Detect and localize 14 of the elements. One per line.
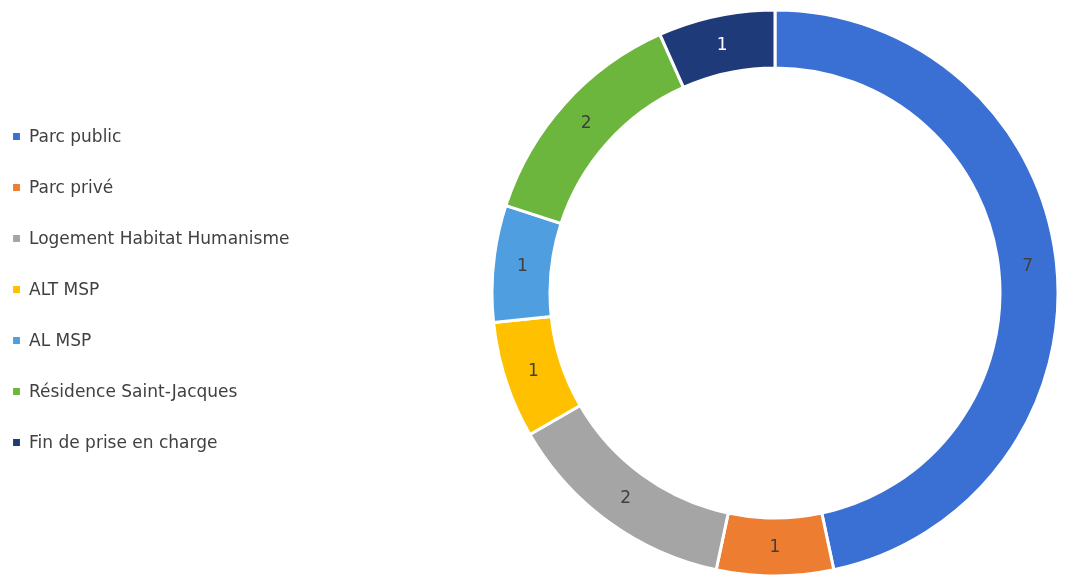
- data-label: 2: [620, 487, 632, 508]
- data-label: 1: [716, 33, 728, 54]
- data-label: 2: [580, 112, 592, 133]
- legend-label: Logement Habitat Humanisme: [29, 227, 290, 248]
- legend-label: Parc privé: [29, 176, 114, 197]
- data-label: 7: [1022, 255, 1034, 276]
- data-label: 1: [528, 360, 539, 381]
- legend-label: Résidence Saint-Jacques: [29, 380, 238, 401]
- legend-label: Parc public: [29, 125, 122, 146]
- legend-label: Fin de prise en charge: [29, 431, 218, 452]
- data-label: 1: [769, 536, 781, 556]
- legend-label: ALT MSP: [29, 278, 100, 299]
- data-label: 1: [516, 255, 528, 276]
- legend-label: AL MSP: [29, 329, 92, 350]
